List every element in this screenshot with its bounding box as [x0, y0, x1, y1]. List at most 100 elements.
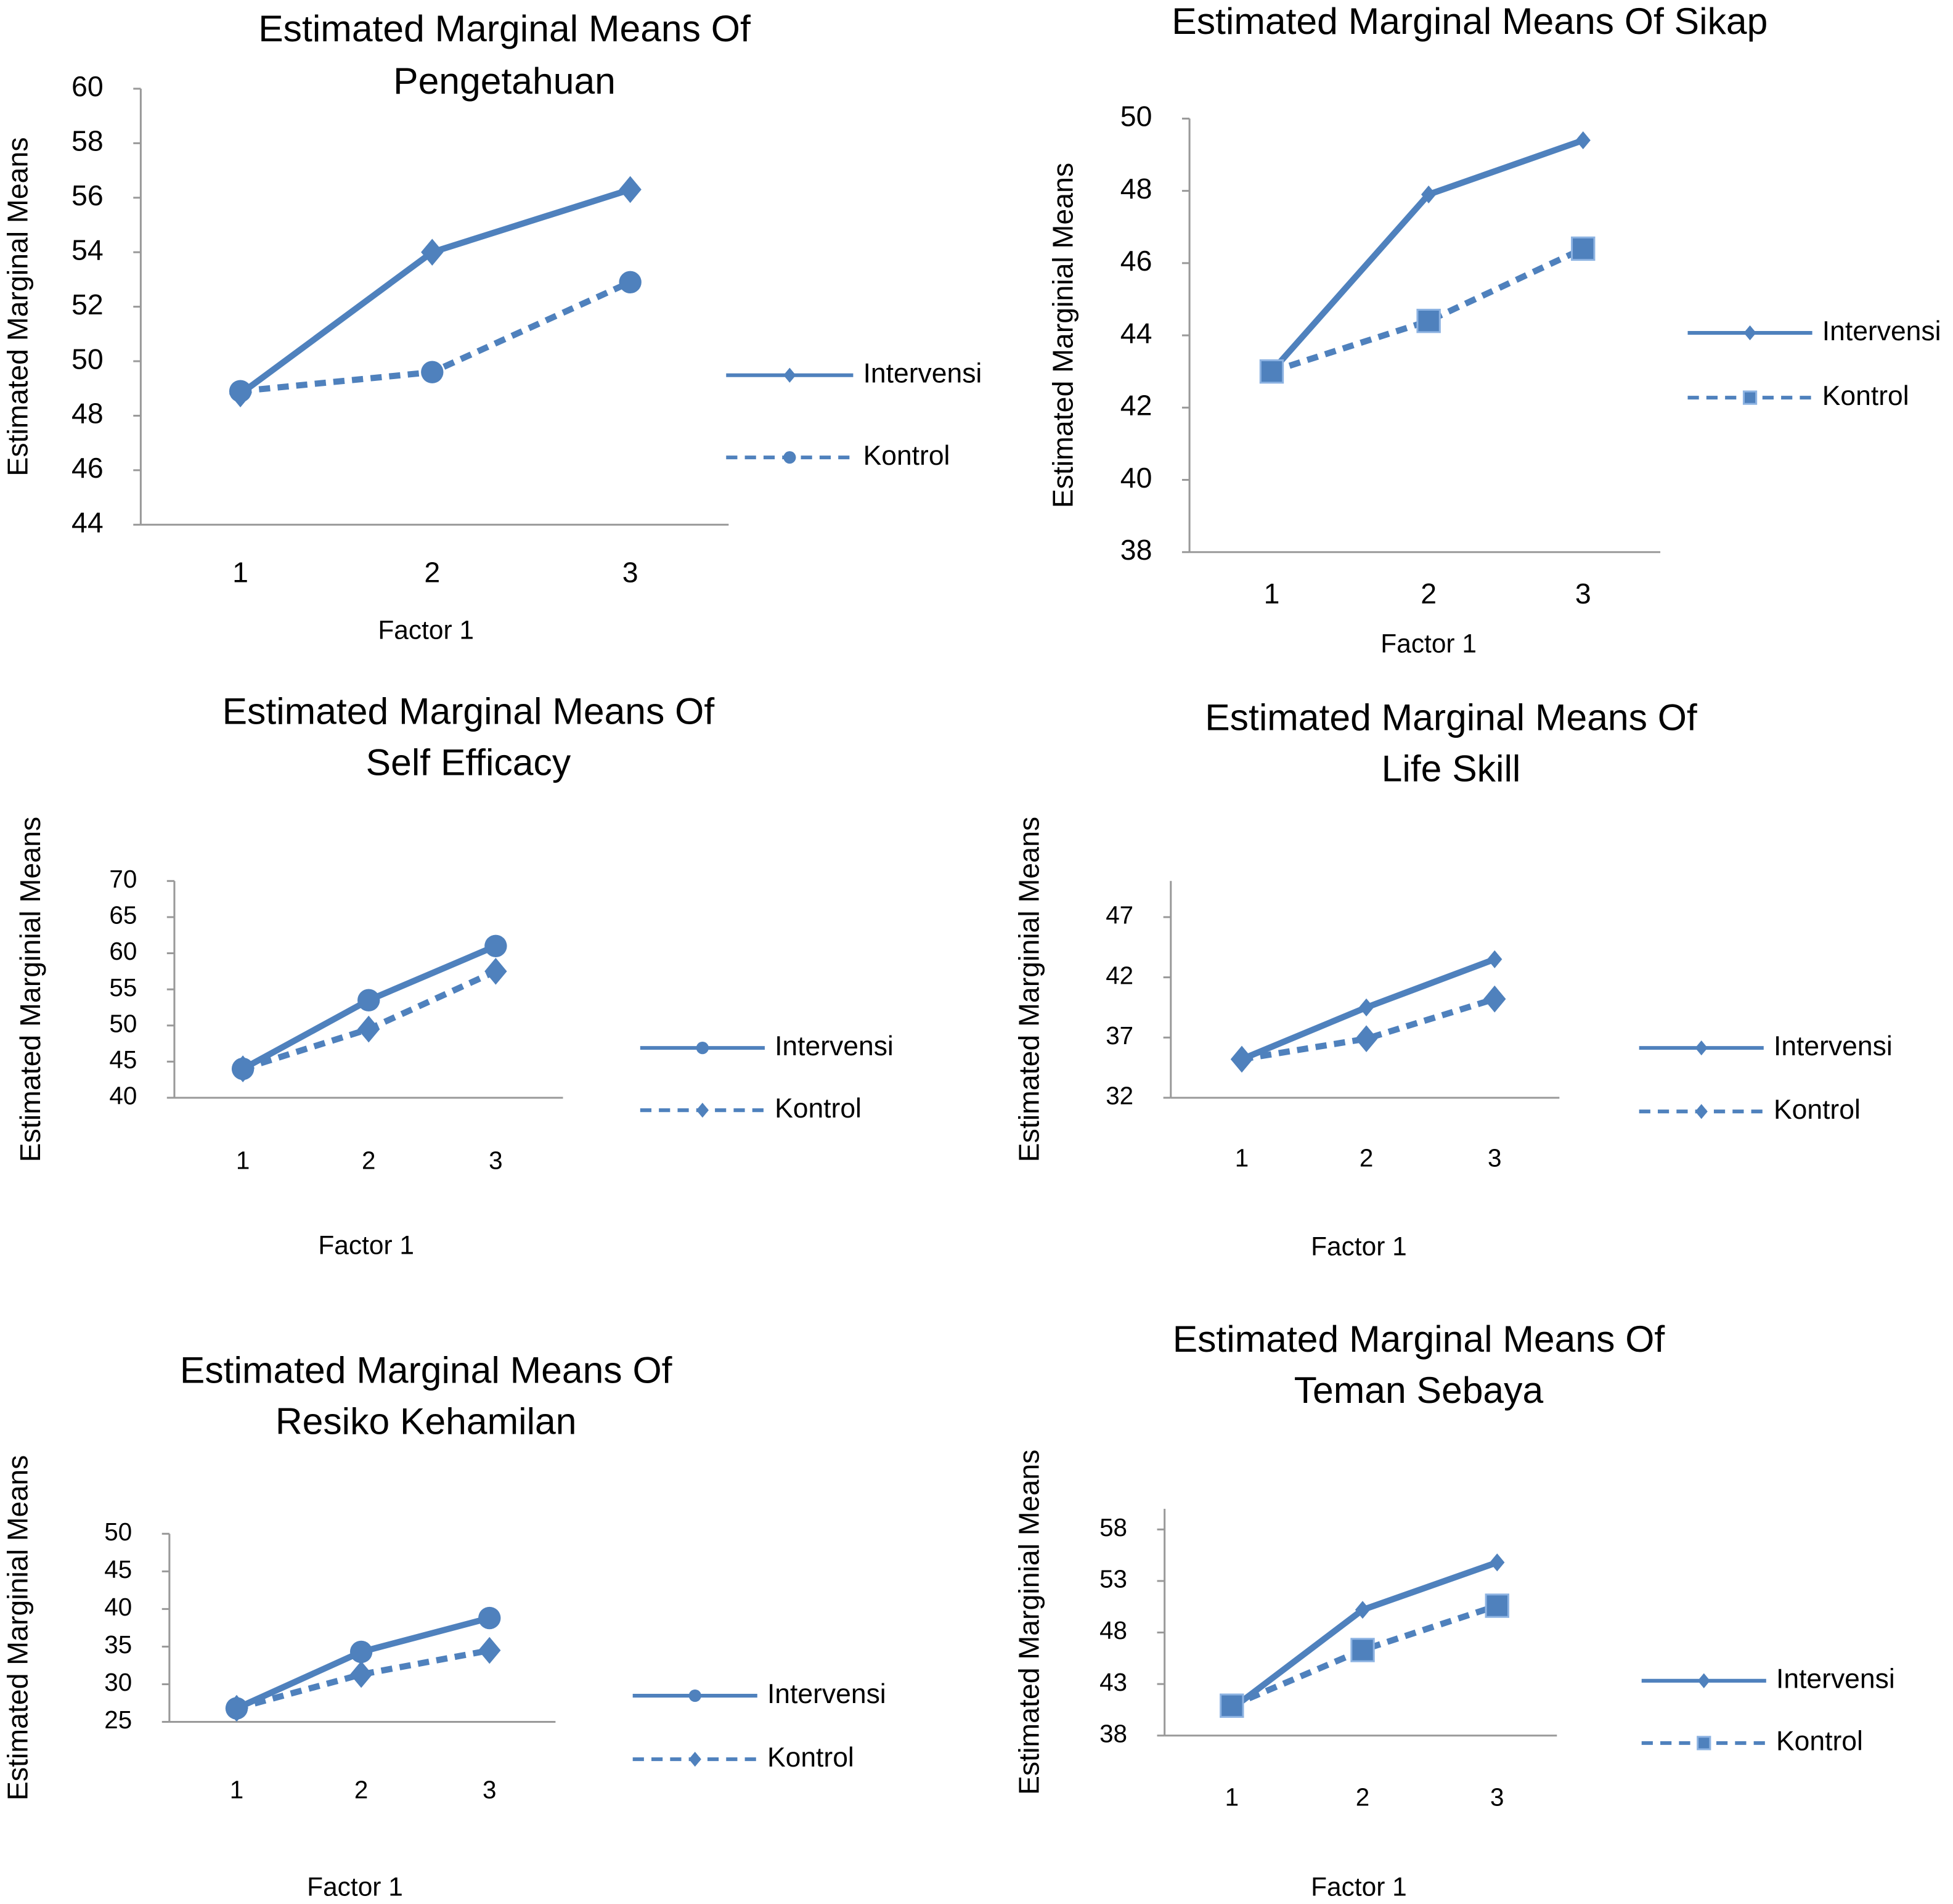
y-tick-label: 40: [1120, 462, 1152, 494]
data-point: [1421, 185, 1437, 204]
y-tick-label: 50: [104, 1518, 132, 1546]
x-tick-label: 2: [1360, 1144, 1373, 1172]
legend-label: Kontrol: [1822, 381, 1909, 411]
x-tick-label: 1: [1264, 578, 1280, 610]
x-tick-label: 1: [1235, 1144, 1249, 1172]
data-point: [1358, 998, 1374, 1016]
data-point: [478, 1606, 501, 1630]
legend-marker: [1743, 325, 1756, 341]
chart-title: Teman Sebaya: [1294, 1369, 1544, 1411]
data-point: [1416, 308, 1441, 333]
chart: Estimated Marginal Means Of Teman Sebaya 3…: [1013, 1318, 1895, 1901]
y-axis-title: Estimated Marginial Means: [14, 817, 46, 1162]
y-tick-label: 60: [109, 937, 137, 965]
series-line: [235, 1647, 491, 1712]
data-point: [1483, 985, 1506, 1013]
x-tick-label: 2: [1421, 578, 1437, 610]
data-point: [1220, 1693, 1244, 1718]
chart-title: Self Efficacy: [366, 741, 571, 783]
y-axis-title: Estimated Marginial Means: [2, 1455, 34, 1800]
legend-marker: [688, 1689, 701, 1702]
data-point: [357, 989, 380, 1011]
y-tick-label: 50: [109, 1009, 137, 1037]
y-tick-label: 45: [104, 1555, 132, 1583]
series-line: [1230, 1603, 1498, 1709]
data-point: [619, 176, 642, 203]
x-axis-title: Factor 1: [1311, 1232, 1407, 1261]
y-tick-label: 38: [1120, 534, 1152, 566]
data-point: [484, 934, 507, 957]
data-point: [231, 1055, 255, 1082]
legend-label: Intervensi: [1774, 1031, 1893, 1061]
y-tick-label: 47: [1106, 901, 1133, 930]
data-point: [1487, 950, 1502, 968]
y-axis-title: Estimated Marginal Means: [2, 137, 34, 476]
legend-label: Intervensi: [863, 359, 982, 389]
data-point: [1571, 236, 1596, 261]
chart-title: Pengetahuan: [393, 60, 616, 102]
legend-marker: [1695, 1104, 1708, 1119]
y-tick-label: 52: [71, 288, 104, 321]
series-line: [1269, 137, 1584, 374]
x-tick-label: 1: [232, 556, 248, 588]
x-tick-label: 2: [424, 556, 440, 588]
data-point: [478, 1636, 501, 1664]
y-tick-label: 42: [1120, 390, 1152, 422]
y-tick-label: 54: [71, 234, 104, 266]
legend-marker: [1742, 390, 1758, 405]
data-point: [1350, 1638, 1375, 1662]
series-line: [1241, 995, 1496, 1063]
y-tick-label: 25: [104, 1706, 132, 1734]
legend-label: Intervensi: [767, 1679, 886, 1709]
data-point: [1490, 1553, 1505, 1572]
x-tick-label: 2: [1356, 1783, 1369, 1811]
y-tick-label: 55: [109, 973, 137, 1002]
y-tick-label: 46: [1120, 245, 1152, 277]
legend-label: Kontrol: [1774, 1095, 1861, 1125]
chart-title: Estimated Marginal Means Of: [1173, 1318, 1665, 1360]
legend-marker: [1697, 1673, 1710, 1688]
y-tick-label: 44: [71, 507, 104, 539]
y-tick-label: 56: [71, 179, 104, 211]
y-tick-label: 30: [104, 1668, 132, 1696]
y-tick-label: 48: [1120, 173, 1152, 205]
y-tick-label: 60: [71, 70, 104, 102]
legend-marker: [783, 451, 796, 464]
y-tick-label: 45: [109, 1045, 137, 1074]
data-point: [349, 1640, 373, 1664]
chart-title: Estimated Marginal Means Of: [180, 1349, 672, 1391]
data-point: [1575, 131, 1591, 150]
y-axis-title: Estimated Marginial Means: [1046, 163, 1078, 508]
x-tick-label: 1: [1225, 1783, 1239, 1811]
x-axis-title: Factor 1: [318, 1231, 414, 1260]
chart-title: Estimated Marginal Means Of: [222, 690, 715, 732]
y-tick-label: 44: [1120, 317, 1152, 349]
chart-title: Estimated Marginal Means Of Sikap: [1172, 0, 1767, 42]
data-point: [619, 271, 642, 293]
data-point: [1355, 1025, 1378, 1053]
y-tick-label: 42: [1106, 961, 1133, 989]
x-tick-label: 3: [1490, 1783, 1504, 1811]
y-tick-label: 40: [109, 1082, 137, 1110]
data-point: [421, 361, 444, 383]
legend-label: Intervensi: [1822, 316, 1941, 346]
chart: Estimated Marginal Means Of Resiko Kehami…: [2, 1349, 886, 1902]
y-tick-label: 35: [104, 1630, 132, 1659]
x-tick-label: 2: [362, 1146, 375, 1175]
x-tick-label: 3: [1575, 578, 1591, 610]
legend-label: Intervensi: [1776, 1664, 1895, 1694]
chart: Estimated Marginal Means Of Pengetahuan 44…: [2, 7, 982, 644]
x-tick-label: 3: [622, 556, 638, 588]
legend-label: Intervensi: [775, 1031, 894, 1061]
x-tick-label: 1: [230, 1775, 243, 1804]
legend-marker: [696, 1042, 709, 1055]
y-tick-label: 53: [1099, 1565, 1127, 1593]
y-tick-label: 65: [109, 901, 137, 930]
legend-label: Kontrol: [775, 1093, 862, 1124]
x-axis-title: Factor 1: [1380, 629, 1477, 658]
y-tick-label: 43: [1099, 1668, 1127, 1696]
y-axis-title: Estimated Marginial Means: [1013, 1450, 1045, 1795]
y-tick-label: 58: [1099, 1513, 1127, 1542]
